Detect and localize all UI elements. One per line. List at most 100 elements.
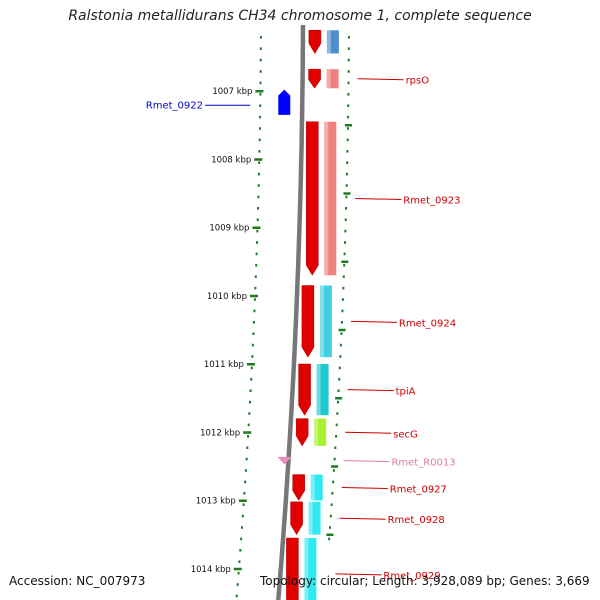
tick-dot [258, 127, 261, 130]
tick-dot [252, 332, 255, 335]
cds-forward [306, 121, 319, 276]
tick-dot [331, 492, 334, 495]
tick-dot [345, 172, 348, 176]
tick-label: 1011 kbp [204, 360, 244, 370]
cog-bar [324, 121, 337, 276]
tick-dot [241, 526, 244, 529]
cog-highlight [304, 538, 309, 600]
tick-dot [339, 355, 342, 358]
tick-dot [259, 115, 262, 119]
tick-dot [347, 36, 350, 39]
cog-highlight [326, 30, 331, 54]
major-tick [255, 90, 264, 93]
tick-label: 1014 kbp [191, 565, 231, 575]
cds-forward [308, 30, 322, 54]
cds-forward [308, 68, 321, 89]
leader-line [357, 78, 404, 81]
tick-dot [346, 150, 349, 153]
tick-dot [242, 503, 245, 506]
cog-highlight [310, 474, 315, 501]
major-tick [252, 226, 261, 229]
cog-bar [326, 30, 339, 54]
tick-dot [347, 93, 350, 96]
tick-dot [347, 104, 350, 107]
major-tick [249, 294, 258, 298]
major-tick [254, 158, 263, 161]
tick-label: 1007 kbp [212, 87, 252, 97]
leader-line [347, 389, 394, 392]
tick-dot [257, 184, 260, 187]
tick-dot [343, 252, 346, 256]
tick-dot [342, 275, 345, 278]
cog-bar [308, 501, 321, 535]
cog-bar [316, 364, 329, 416]
tick-dot [252, 321, 255, 324]
minor-tick [344, 124, 352, 127]
cog-bar [310, 474, 323, 501]
major-tick [246, 363, 255, 366]
tick-dot [257, 207, 260, 210]
tick-dot [338, 366, 341, 370]
tick-dot [236, 583, 239, 586]
tick-dot [258, 138, 261, 142]
cds-reverse [278, 89, 291, 115]
minor-tick [335, 397, 343, 400]
tick-label: 1008 kbp [211, 155, 251, 165]
tick-dot-track [235, 36, 350, 598]
major-tick [233, 567, 242, 571]
cog-highlight [319, 285, 324, 358]
cog-highlight [326, 69, 331, 89]
cog-bar [314, 418, 327, 446]
tick-dot [343, 264, 346, 267]
leader-line [341, 487, 388, 490]
tick-dot [329, 514, 332, 518]
cds-forward [298, 363, 311, 416]
feature-label: Rmet_0928 [388, 515, 445, 526]
tick-dot [347, 81, 350, 85]
tick-dot [250, 366, 253, 370]
tick-dot [259, 93, 262, 96]
tick-dot [251, 355, 254, 358]
tick-dot [248, 412, 251, 415]
cog-highlight [314, 418, 319, 446]
tick-dot [344, 218, 347, 221]
tick-dot [248, 400, 251, 404]
tick-dot [256, 218, 259, 221]
cds-forward [290, 501, 303, 536]
tick-dot [330, 503, 333, 506]
major-tick [238, 499, 247, 502]
tick-dot [251, 343, 254, 347]
feature-label: Rmet_0924 [399, 318, 456, 329]
cds-forward [301, 285, 315, 358]
tick-dot [246, 446, 249, 449]
tick-dot [336, 412, 339, 415]
major-tick [243, 431, 252, 434]
tick-dot [344, 229, 347, 233]
tick-dot [344, 241, 347, 244]
tick-dot [341, 298, 344, 301]
chromosome-backbone [276, 24, 306, 600]
map-title: Ralstonia metallidurans CH34 chromosome … [68, 8, 532, 24]
accession-label: Accession: NC_007973 [9, 574, 146, 588]
tick-dot [241, 514, 244, 518]
tick-dot [347, 58, 350, 62]
minor-tick [326, 533, 334, 536]
feature-label: Rmet_0923 [403, 195, 460, 206]
tick-dot [338, 378, 341, 381]
tick-dot [255, 252, 258, 256]
tick-dot [335, 423, 338, 427]
cog-bar [326, 69, 339, 89]
tick-label: 1013 kbp [196, 497, 236, 507]
cds-forward [292, 474, 305, 501]
tick-dot [235, 594, 238, 598]
tick-dot [345, 195, 348, 199]
tick-dot [258, 161, 261, 164]
rna-feature [277, 456, 292, 465]
tick-dot [256, 229, 259, 233]
tick-dot [239, 549, 242, 552]
tick-dot [333, 457, 336, 461]
feature-label: Rmet_0922 [146, 100, 203, 111]
tick-dot [342, 286, 345, 290]
tick-dot [238, 560, 241, 563]
tick-dot [257, 195, 260, 199]
